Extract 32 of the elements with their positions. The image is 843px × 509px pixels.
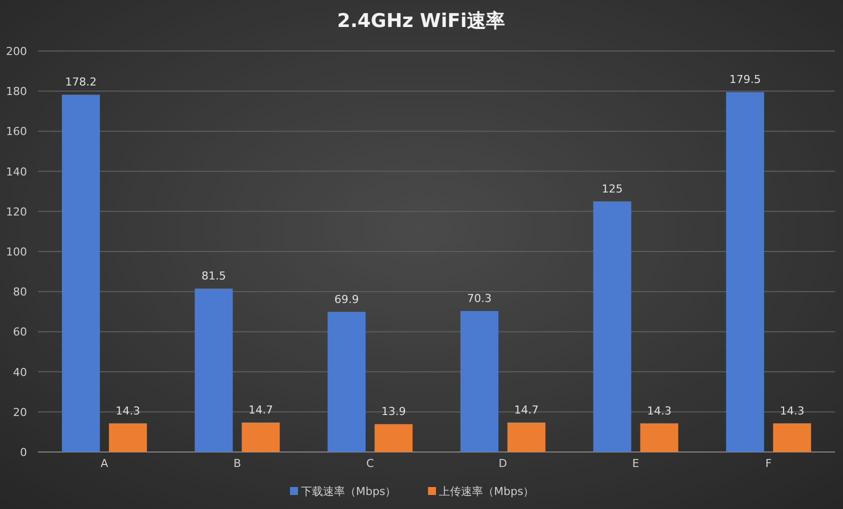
y-tick-label: 0 [20,446,27,459]
data-label: 14.7 [514,404,539,417]
y-tick-label: 160 [6,125,27,138]
y-tick-label: 120 [6,205,27,218]
y-tick-label: 80 [13,286,27,299]
y-tick-label: 20 [13,406,27,419]
data-label: 178.2 [65,76,97,89]
data-label: 14.3 [116,404,140,418]
y-tick-label: 140 [6,165,27,178]
legend-label: 下载速率（Mbps） [301,485,396,498]
y-tick-label: 40 [13,366,27,379]
x-tick-label: E [632,457,640,470]
data-label: 14.7 [248,404,273,417]
data-label: 81.5 [202,270,226,283]
data-label: 179.5 [729,73,761,86]
data-label: 125 [602,182,623,196]
data-label: 70.3 [467,292,492,306]
x-tick-label: F [765,457,772,470]
legend-label: 上传速率（Mbps） [439,485,534,498]
x-tick-label: D [498,457,508,470]
data-label: 69.9 [334,292,359,306]
y-tick-label: 180 [6,85,27,98]
chart-title: 2.4GHz WiFi速率 [337,10,505,32]
data-label: 14.3 [647,404,672,418]
y-tick-label: 60 [13,326,27,339]
x-tick-label: C [366,457,374,470]
x-tick-label: A [100,457,109,470]
x-tick-label: B [233,457,242,470]
y-tick-label: 200 [6,45,27,58]
data-label: 14.3 [780,404,804,418]
y-tick-label: 100 [6,246,27,258]
data-label: 13.9 [381,405,406,418]
